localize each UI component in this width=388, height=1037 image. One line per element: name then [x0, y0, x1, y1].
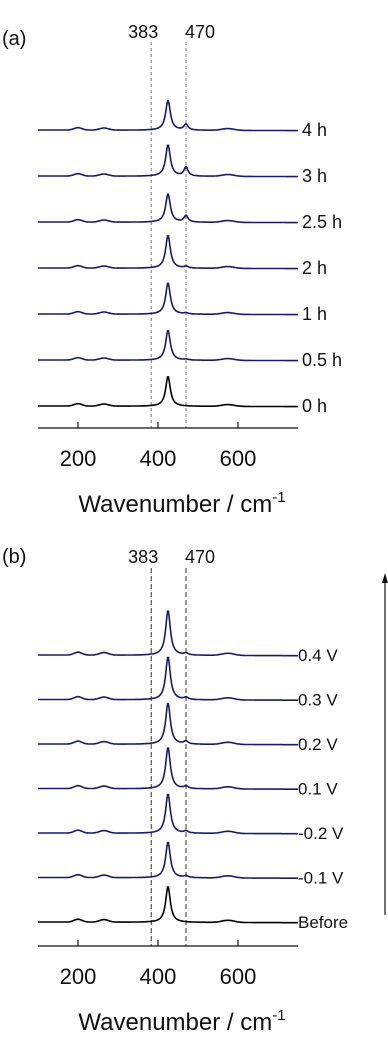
panel-b-x-tick-label-400: 400	[140, 964, 177, 989]
panel-a-series-label-1: 0.5 h	[302, 350, 342, 370]
panel-a-trace-4	[38, 193, 298, 224]
panel-a-series-label-5: 3 h	[302, 166, 327, 186]
panel-b: (b) 383 470 Before -0.1 V -0.2 V 0.1 V 0…	[2, 546, 388, 1036]
panel-a-series-label-0: 0 h	[302, 396, 327, 416]
panel-a-series-label-4: 2.5 h	[302, 212, 342, 232]
panel-a-trace-0	[38, 376, 298, 408]
panel-a-x-tick-label-400: 400	[140, 446, 177, 471]
panel-b-series-label-3: 0.1 V	[298, 780, 338, 799]
panel-a-x-tick-label-600: 600	[220, 446, 257, 471]
panel-b-trace-0	[38, 886, 298, 924]
panel-b-trace-5	[38, 656, 298, 701]
panel-b-x-tick-label-200: 200	[60, 964, 97, 989]
panel-a-x-axis-title: Wavenumber / cm-1	[78, 489, 285, 518]
panel-b-marker-label-470: 470	[185, 547, 215, 567]
panel-b-label: (b)	[2, 546, 26, 568]
panel-a-trace-2	[38, 282, 298, 316]
panel-a: (a) 383 470 0 h 0.5 h 1 h 2 h 2.5 h 3 h …	[2, 22, 342, 518]
panel-a-label: (a)	[2, 28, 26, 50]
panel-b-series-label-6: 0.4 V	[298, 646, 338, 665]
panel-a-x-axis-title-sup: -1	[272, 489, 285, 506]
panel-b-series-label-4: 0.2 V	[298, 735, 338, 754]
panel-a-x-tick-label-200: 200	[60, 446, 97, 471]
panel-b-trace-6	[38, 610, 298, 657]
panel-b-trace-3	[38, 747, 298, 790]
panel-b-trace-1	[38, 841, 298, 879]
panel-b-series-label-2: -0.2 V	[298, 824, 344, 843]
panel-b-x-axis-title-main: Wavenumber / cm	[78, 1009, 272, 1036]
panel-a-trace-3	[38, 235, 298, 270]
panel-a-series-label-6: 4 h	[302, 120, 327, 140]
panel-a-trace-6	[38, 100, 298, 132]
panel-a-marker-label-383: 383	[128, 22, 158, 42]
panel-b-series-label-0: Before	[298, 913, 348, 932]
panel-b-arrow-head	[382, 573, 388, 583]
panel-a-trace-1	[38, 330, 298, 362]
panel-b-series-label-5: 0.3 V	[298, 691, 338, 710]
panel-b-series-label-1: -0.1 V	[298, 869, 344, 888]
panel-b-trace-2	[38, 793, 298, 835]
panel-b-trace-4	[38, 702, 298, 746]
panel-b-x-axis-title: Wavenumber / cm-1	[78, 1007, 285, 1036]
panel-b-marker-label-383: 383	[128, 547, 158, 567]
panel-b-x-axis-title-sup: -1	[272, 1007, 285, 1024]
panel-a-x-axis-title-main: Wavenumber / cm	[78, 491, 272, 518]
panel-b-x-tick-label-600: 600	[220, 964, 257, 989]
panel-a-trace-5	[38, 144, 298, 178]
panel-a-series-label-3: 2 h	[302, 258, 327, 278]
panel-a-series-label-2: 1 h	[302, 304, 327, 324]
panel-a-marker-label-470: 470	[185, 22, 215, 42]
